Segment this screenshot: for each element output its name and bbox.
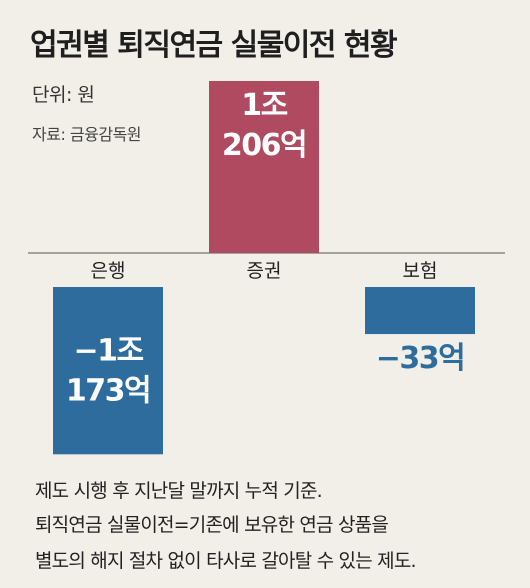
- bar-보험: [365, 287, 475, 335]
- category-label-증권: 증권: [247, 260, 282, 282]
- footnote-line-3: 별도의 해지 절차 없이 타사로 갈아탈 수 있는 제도.: [35, 550, 417, 572]
- source-label: 자료: 금융감독원: [32, 125, 142, 144]
- value-label-보험-0: −33억: [376, 341, 465, 376]
- value-label-은행-0: −1조: [73, 334, 143, 369]
- value-label-은행-1: 173억: [66, 374, 150, 409]
- category-label-은행: 은행: [91, 260, 126, 282]
- unit-label: 단위: 원: [32, 84, 95, 106]
- chart-title: 업권별 퇴직연금 실물이전 현황: [30, 28, 398, 63]
- value-label-증권-1: 206억: [222, 128, 306, 163]
- bar-증권: [209, 81, 319, 253]
- value-label-증권-0: 1조: [241, 88, 287, 123]
- category-label-보험: 보험: [403, 260, 438, 282]
- footnote-line-2: 퇴직연금 실물이전=기존에 보유한 연금 상품을: [35, 514, 389, 536]
- bar-은행: [53, 287, 163, 455]
- footnote-line-1: 제도 시행 후 지난달 말까지 누적 기준.: [35, 480, 323, 502]
